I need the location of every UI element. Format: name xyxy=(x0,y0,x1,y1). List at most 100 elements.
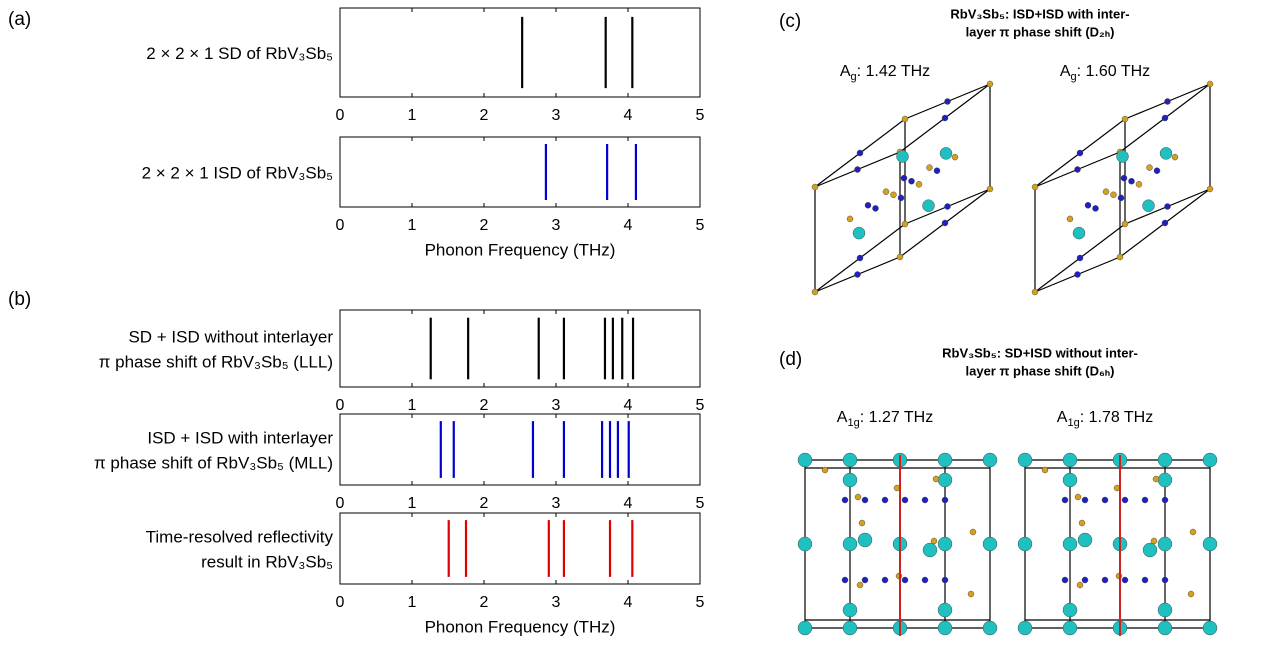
atom xyxy=(1150,537,1158,545)
atom xyxy=(1202,536,1218,552)
atom xyxy=(1153,167,1161,174)
x-tick-label: 3 xyxy=(552,594,561,611)
atom xyxy=(896,150,909,163)
atom xyxy=(856,581,864,589)
x-tick-label: 1 xyxy=(408,397,417,414)
x-tick-label: 0 xyxy=(336,217,345,234)
atom xyxy=(1084,202,1092,209)
atom xyxy=(967,590,975,598)
atom xyxy=(941,576,949,584)
x-tick-label: 2 xyxy=(480,217,489,234)
atom xyxy=(1081,576,1089,584)
atom xyxy=(1041,466,1049,474)
atom xyxy=(1146,164,1153,171)
atom xyxy=(858,519,866,527)
atom xyxy=(1076,581,1084,589)
x-tick-label: 3 xyxy=(552,397,561,414)
atom xyxy=(1161,576,1169,584)
atom xyxy=(1061,576,1069,584)
x-tick-label: 3 xyxy=(552,495,561,512)
atom xyxy=(1142,199,1155,212)
atom xyxy=(1031,288,1039,296)
x-tick-label: 4 xyxy=(624,495,633,512)
atom xyxy=(986,185,994,193)
atom xyxy=(915,181,923,188)
atom xyxy=(969,528,977,536)
atom xyxy=(1078,519,1086,527)
atom xyxy=(1141,496,1149,504)
atom xyxy=(1164,203,1171,210)
atom xyxy=(937,472,953,488)
row-label: Time-resolved reflectivity xyxy=(146,527,334,546)
x-tick-label: 5 xyxy=(696,107,705,124)
atom xyxy=(1121,115,1129,123)
mode-symbol: A xyxy=(840,63,851,80)
atom xyxy=(1164,98,1171,105)
atom xyxy=(1074,493,1082,501)
atom xyxy=(842,602,858,618)
atom xyxy=(846,215,854,223)
mode-text: : 1.78 THz xyxy=(1080,409,1154,426)
mode-text: : 1.42 THz xyxy=(857,63,931,80)
atom xyxy=(890,191,897,199)
panel-label: (a) xyxy=(8,9,31,30)
plot-frame xyxy=(339,136,701,208)
atom xyxy=(1117,194,1125,202)
atom xyxy=(864,202,872,209)
x-tick-label: 2 xyxy=(480,594,489,611)
plot-frame xyxy=(339,512,701,585)
atom xyxy=(1017,452,1033,468)
mode-symbol: A xyxy=(1057,409,1068,426)
atom xyxy=(1116,150,1129,163)
atom xyxy=(1120,174,1128,182)
x-tick-label: 2 xyxy=(480,397,489,414)
atom xyxy=(1157,452,1173,468)
atom xyxy=(854,493,862,501)
atom xyxy=(926,164,933,171)
row-label: π phase shift of RbV₃Sb₅ (MLL) xyxy=(94,453,333,472)
x-tick-label: 2 xyxy=(480,107,489,124)
atom xyxy=(1161,219,1169,227)
mode-sub: g xyxy=(851,71,857,83)
atom xyxy=(901,576,909,584)
atom xyxy=(1121,220,1129,228)
atom xyxy=(797,452,813,468)
atom xyxy=(897,194,905,202)
atom xyxy=(1189,528,1197,536)
atom xyxy=(937,452,953,468)
atom xyxy=(908,177,915,185)
atom xyxy=(841,576,849,584)
atom xyxy=(922,542,938,558)
x-tick-label: 1 xyxy=(408,107,417,124)
row-label: π phase shift of RbV₃Sb₅ (LLL) xyxy=(99,352,333,371)
mode-sub: 1g xyxy=(847,417,859,429)
atom xyxy=(937,536,953,552)
atom xyxy=(1157,620,1173,636)
atom xyxy=(1062,452,1078,468)
atom xyxy=(1161,114,1169,122)
row-label: SD + ISD without interlayer xyxy=(128,327,333,346)
atom xyxy=(1061,496,1069,504)
atom xyxy=(1102,188,1110,195)
atom xyxy=(1092,205,1099,212)
x-tick-label: 4 xyxy=(624,594,633,611)
atom xyxy=(1031,183,1039,191)
atom xyxy=(854,166,861,173)
atom xyxy=(944,203,951,210)
atom xyxy=(982,452,998,468)
atom xyxy=(861,576,869,584)
atom xyxy=(937,602,953,618)
atom xyxy=(941,114,949,122)
atom xyxy=(982,536,998,552)
atom xyxy=(1187,590,1195,598)
atom xyxy=(1157,536,1173,552)
x-tick-label: 0 xyxy=(336,107,345,124)
atom xyxy=(1076,254,1084,262)
atom xyxy=(872,205,879,212)
mode-label: A1g: 1.78 THz xyxy=(1057,409,1153,429)
atom xyxy=(921,576,929,584)
atom xyxy=(941,219,949,227)
atom xyxy=(1135,181,1143,188)
